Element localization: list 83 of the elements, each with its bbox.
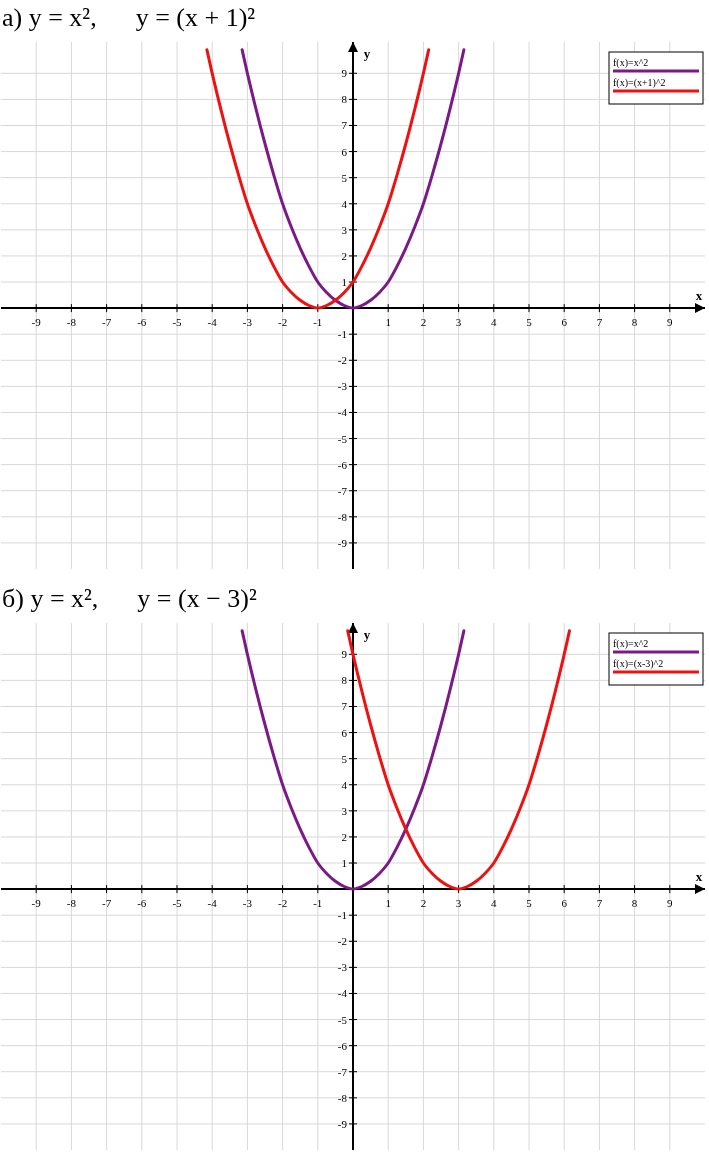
x-axis-title: x: [695, 288, 703, 304]
x-tick-label: -1: [313, 897, 323, 910]
x-tick-label: 9: [667, 897, 674, 910]
y-tick-label: 4: [341, 197, 348, 210]
x-tick-label: 6: [561, 316, 568, 329]
y-tick-label: 6: [341, 145, 348, 158]
y-tick-label: 7: [341, 119, 348, 132]
y-axis-title: y: [363, 46, 371, 61]
x-tick-label: -4: [207, 316, 218, 329]
y-tick-label: -5: [337, 1013, 348, 1026]
x-tick-label: 7: [596, 316, 603, 329]
x-tick-label: -6: [137, 897, 147, 910]
x-tick-label: -2: [278, 897, 288, 910]
y-tick-label: -6: [337, 458, 348, 471]
x-tick-label: 8: [631, 316, 638, 329]
y-tick-label: -3: [337, 961, 348, 974]
y-tick-label: 9: [341, 648, 348, 661]
line-series: [205, 48, 431, 310]
chart-title: б) y = x², y = (x − 3)²: [2, 584, 257, 613]
x-tick-label: 1: [385, 897, 391, 910]
x-tick-label: -8: [66, 897, 77, 910]
x-axis-title: x: [695, 869, 703, 885]
x-tick-label: -9: [31, 897, 42, 910]
x-tick-label: -1: [313, 316, 323, 329]
x-tick-label: 5: [526, 316, 533, 329]
x-tick-label: -2: [278, 316, 288, 329]
x-tick-label: -9: [31, 316, 42, 329]
y-tick-label: 5: [341, 752, 348, 765]
y-tick-label: -2: [337, 935, 347, 948]
line-series: [240, 48, 466, 310]
y-tick-label: -1: [337, 909, 347, 922]
x-tick-label: 9: [667, 316, 674, 329]
x-tick-label: 4: [491, 897, 498, 910]
y-tick-label: -2: [337, 354, 347, 367]
x-tick-label: -3: [242, 316, 253, 329]
y-tick-label: -9: [337, 536, 348, 549]
x-tick-label: 7: [596, 897, 603, 910]
x-tick-label: -7: [102, 316, 112, 329]
chart-title: а) y = x², y = (x + 1)²: [2, 3, 256, 32]
y-tick-label: 5: [341, 171, 348, 184]
y-tick-label: 1: [341, 276, 347, 289]
x-tick-label: -7: [102, 897, 112, 910]
x-tick-label: -8: [66, 316, 77, 329]
y-tick-label: 2: [341, 249, 347, 262]
x-tick-label: 8: [631, 897, 638, 910]
x-tick-label: 5: [526, 897, 533, 910]
x-tick-label: -4: [207, 897, 218, 910]
y-tick-label: 7: [341, 700, 348, 713]
x-tick-label: 2: [420, 897, 427, 910]
y-tick-label: 3: [341, 223, 348, 236]
line-series: [240, 629, 466, 891]
legend: f(x)=x^2 f(x)=(x-3)^2: [608, 632, 704, 686]
x-tick-label: -5: [172, 316, 183, 329]
y-tick-label: 8: [341, 674, 348, 687]
y-tick-label: -9: [337, 1117, 348, 1130]
y-tick-label: -6: [337, 1039, 348, 1052]
y-tick-label: 1: [341, 857, 347, 870]
y-tick-label: -4: [337, 987, 348, 1000]
y-tick-label: -1: [337, 328, 347, 341]
y-tick-label: 3: [341, 804, 348, 817]
y-tick-label: 6: [341, 726, 348, 739]
x-tick-label: 2: [420, 316, 427, 329]
y-tick-label: 4: [341, 778, 348, 791]
y-tick-label: -3: [337, 380, 348, 393]
y-tick-label: 9: [341, 67, 348, 80]
x-tick-label: 4: [491, 316, 498, 329]
y-tick-label: -7: [337, 484, 348, 497]
x-tick-label: 3: [455, 897, 462, 910]
x-tick-label: 6: [561, 897, 568, 910]
y-tick-label: 8: [341, 93, 348, 106]
x-tick-label: -6: [137, 316, 147, 329]
y-tick-label: -5: [337, 432, 348, 445]
x-tick-label: -5: [172, 897, 183, 910]
x-tick-label: 3: [455, 316, 462, 329]
y-tick-label: -8: [337, 510, 348, 523]
y-tick-label: -7: [337, 1065, 348, 1078]
y-tick-label: -8: [337, 1091, 348, 1104]
x-tick-label: 1: [385, 316, 391, 329]
y-axis-title: y: [363, 627, 371, 642]
y-tick-label: 2: [341, 830, 347, 843]
y-tick-label: -4: [337, 406, 348, 419]
legend: f(x)=x^2 f(x)=(x+1)^2: [608, 51, 704, 105]
x-tick-label: -3: [242, 897, 253, 910]
